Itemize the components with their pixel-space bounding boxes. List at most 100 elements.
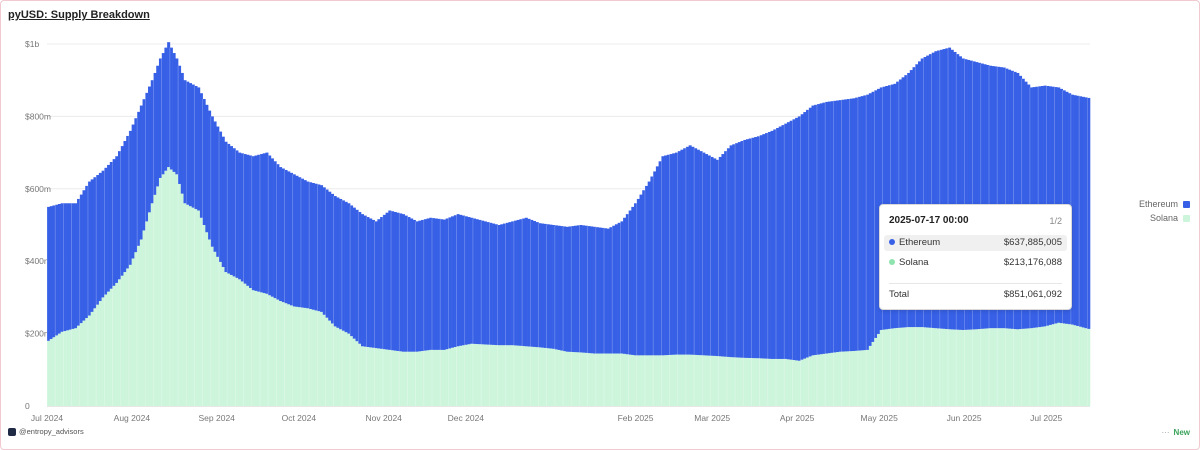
bar-solana xyxy=(328,320,332,406)
bar-ethereum xyxy=(55,204,59,336)
chart-title[interactable]: pyUSD: Supply Breakdown xyxy=(8,9,150,21)
bar-solana xyxy=(833,352,837,406)
bar-ethereum xyxy=(836,100,840,353)
bar-solana xyxy=(811,355,815,406)
bar-ethereum xyxy=(276,164,280,300)
bar-ethereum xyxy=(68,203,72,330)
bar-ethereum xyxy=(857,96,861,351)
legend-item-ethereum[interactable]: Ethereum xyxy=(1139,197,1190,211)
new-button[interactable]: ··· New xyxy=(1162,428,1190,437)
bar-ethereum xyxy=(410,218,414,352)
bar-solana xyxy=(120,275,124,406)
bar-solana xyxy=(735,357,739,406)
bar-ethereum xyxy=(702,152,706,356)
bar-ethereum xyxy=(956,54,960,330)
bar-solana xyxy=(745,357,750,406)
bar-ethereum xyxy=(781,125,785,359)
bar-ethereum xyxy=(825,101,829,354)
bar-ethereum xyxy=(795,117,799,361)
bar-ethereum xyxy=(429,217,433,350)
bar-solana xyxy=(227,273,231,406)
bar-solana xyxy=(306,308,310,406)
bar-solana xyxy=(563,351,567,406)
bar-solana xyxy=(595,353,599,406)
bar-solana xyxy=(292,306,296,406)
bar-ethereum xyxy=(169,47,173,170)
bar-ethereum xyxy=(863,95,867,351)
footer-attribution[interactable]: @entropy_advisors xyxy=(8,427,84,437)
bar-solana xyxy=(677,354,681,406)
bar-ethereum xyxy=(470,217,474,344)
bar-ethereum xyxy=(565,226,569,352)
bar-solana xyxy=(781,358,785,406)
more-dots-icon[interactable]: ··· xyxy=(1161,428,1170,437)
bar-solana xyxy=(636,355,640,406)
bar-ethereum xyxy=(188,83,193,207)
bar-ethereum xyxy=(451,216,455,348)
bar-ethereum xyxy=(98,172,102,302)
bar-ethereum xyxy=(898,79,902,328)
bar-solana xyxy=(893,328,897,406)
bar-ethereum xyxy=(161,53,165,175)
bar-solana xyxy=(909,327,913,406)
tooltip-page-indicator[interactable]: 1/2 xyxy=(1049,216,1062,226)
y-tick-label: 0 xyxy=(25,401,30,411)
bar-solana xyxy=(765,358,769,406)
bar-solana xyxy=(579,352,583,406)
bar-solana xyxy=(423,350,427,406)
bar-solana xyxy=(238,279,242,406)
bar-solana xyxy=(191,207,195,406)
bar-ethereum xyxy=(431,218,436,350)
bar-solana xyxy=(412,351,416,406)
bar-solana xyxy=(298,307,302,406)
bar-ethereum xyxy=(52,205,56,338)
bar-ethereum xyxy=(128,130,132,265)
bar-solana xyxy=(128,264,132,406)
bar-ethereum xyxy=(855,97,859,351)
bar-ethereum xyxy=(538,223,542,348)
bar-solana xyxy=(320,311,324,406)
bar-ethereum xyxy=(606,228,610,354)
bar-solana xyxy=(369,347,373,406)
bar-solana xyxy=(841,351,845,406)
bar-ethereum xyxy=(257,154,261,292)
bar-solana xyxy=(66,330,70,406)
bar-solana xyxy=(448,348,452,406)
bar-ethereum xyxy=(958,56,962,330)
bar-ethereum xyxy=(683,148,687,355)
bar-ethereum xyxy=(404,215,408,352)
bar-solana xyxy=(240,281,244,406)
bar-solana xyxy=(216,256,220,406)
bar-solana xyxy=(598,353,602,406)
bar-solana xyxy=(658,355,662,406)
bar-solana xyxy=(1043,326,1047,406)
bar-solana xyxy=(284,303,288,406)
bar-solana xyxy=(647,355,651,406)
bar-solana xyxy=(1002,328,1006,406)
bar-solana xyxy=(838,351,842,406)
bar-ethereum xyxy=(964,59,968,330)
bar-solana xyxy=(737,357,741,406)
bar-solana xyxy=(710,355,714,406)
bar-solana xyxy=(696,355,700,406)
bar-ethereum xyxy=(967,59,971,330)
bar-solana xyxy=(1079,326,1083,406)
bar-ethereum xyxy=(513,220,517,346)
bar-ethereum xyxy=(972,61,976,330)
bar-ethereum xyxy=(696,149,700,356)
bar-ethereum xyxy=(983,64,987,329)
x-tick-label: Oct 2024 xyxy=(282,413,317,423)
bar-ethereum xyxy=(142,99,146,231)
bar-ethereum xyxy=(71,203,75,329)
bar-solana xyxy=(623,353,627,406)
bar-solana xyxy=(773,358,777,406)
legend-item-solana[interactable]: Solana xyxy=(1139,211,1190,225)
bar-solana xyxy=(500,345,504,406)
bar-solana xyxy=(934,328,938,406)
bar-solana xyxy=(453,346,457,406)
bar-ethereum xyxy=(360,214,365,347)
bar-solana xyxy=(639,355,643,406)
legend-label-solana: Solana xyxy=(1149,213,1178,223)
bar-solana xyxy=(1081,327,1085,406)
bar-solana xyxy=(803,358,807,406)
